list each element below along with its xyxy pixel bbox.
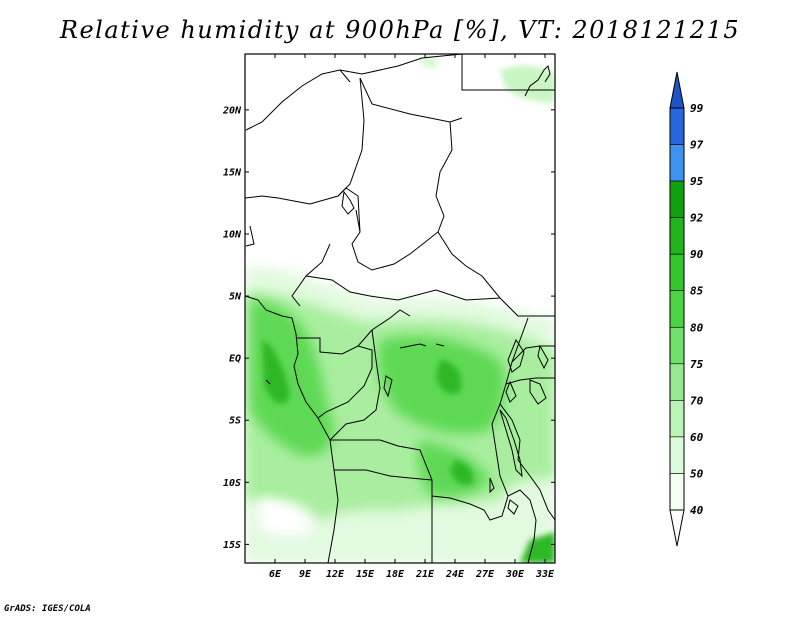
country-borders [245, 54, 555, 563]
lon-tick-label: 18E [386, 569, 405, 580]
lat-tick-label: 10N [223, 230, 242, 241]
colorbar-segment [669, 217, 685, 255]
map-title: Relative humidity at 900hPa [%], VT: 201… [59, 16, 741, 44]
colorbar-segment [669, 326, 685, 365]
lon-tick-label: 6E [269, 569, 282, 580]
colorbar-segment [669, 363, 685, 401]
colorbar-label: 40 [690, 504, 704, 517]
lat-tick-label: 5S [229, 416, 241, 427]
colorbar-label: 60 [690, 431, 704, 444]
colorbar-label: 75 [690, 358, 704, 371]
colorbar-segment [669, 400, 685, 438]
lon-tick-label: 9E [299, 569, 312, 580]
grads-credit: GrADS: IGES/COLA [4, 604, 91, 614]
colorbar-label: 50 [690, 467, 704, 480]
colorbar-label: 92 [690, 212, 704, 225]
colorbar-label: 85 [690, 285, 704, 298]
colorbar-segment [669, 253, 685, 292]
lon-tick-label: 27E [475, 569, 495, 580]
lat-tick-label: 15N [223, 167, 242, 178]
longitude-axis: 6E 9E 12E 15E 18E 21E 24E 27E 30E 33E [269, 54, 555, 580]
colorbar-segment [669, 290, 685, 328]
colorbar-label: 97 [690, 139, 704, 152]
colorbar: 99 97 95 92 90 85 80 75 70 60 50 40 [669, 71, 704, 547]
colorbar-segment [669, 144, 685, 182]
colorbar-top-extension [669, 71, 685, 109]
lon-tick-label: 24E [445, 569, 465, 580]
lon-tick-label: 33E [535, 569, 555, 580]
lon-tick-label: 15E [356, 569, 375, 580]
lon-tick-label: 30E [505, 569, 525, 580]
colorbar-segment [669, 107, 685, 145]
colorbar-segment [669, 473, 685, 511]
lat-tick-label: 5N [229, 292, 242, 303]
latitude-axis: 20N 15N 10N 5N EQ 5S 10S 15S [222, 105, 555, 551]
lon-tick-label: 12E [326, 569, 345, 580]
colorbar-label: 80 [690, 321, 704, 334]
colorbar-bottom-extension [669, 509, 685, 547]
colorbar-outline [669, 107, 685, 511]
lon-tick-label: 21E [415, 569, 435, 580]
colorbar-segment [669, 180, 685, 218]
colorbar-label: 90 [690, 248, 704, 261]
lat-tick-label: 20N [222, 105, 242, 116]
lat-tick-label: 15S [223, 540, 241, 551]
lat-tick-label: EQ [229, 354, 241, 365]
colorbar-segment [669, 436, 685, 474]
map-frame [244, 53, 556, 564]
lat-tick-label: 10S [223, 478, 241, 489]
colorbar-label: 70 [690, 394, 704, 407]
colorbar-label: 99 [690, 102, 704, 115]
humidity-field [245, 54, 555, 563]
colorbar-label: 95 [690, 175, 704, 188]
